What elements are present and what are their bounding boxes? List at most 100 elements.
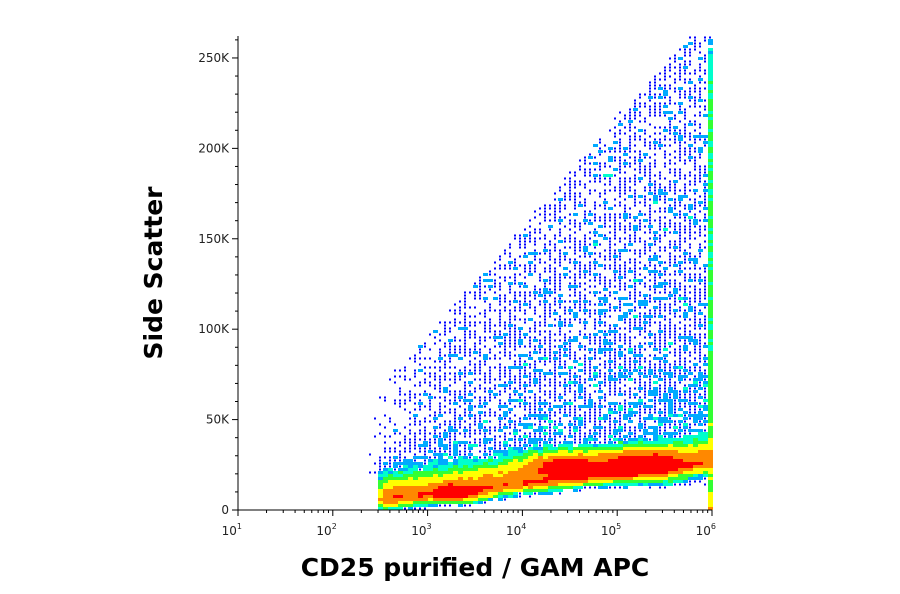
density-dot: [459, 399, 461, 402]
density-dot: [704, 321, 706, 324]
density-cell: [428, 483, 433, 486]
density-cell: [443, 444, 448, 447]
density-cell: [513, 468, 518, 471]
density-cell: [653, 357, 658, 360]
density-cell: [498, 477, 503, 480]
density-cell: [578, 405, 583, 408]
density-dot: [694, 180, 696, 183]
density-dot: [554, 291, 556, 294]
density-dot: [449, 372, 451, 375]
density-dot: [639, 267, 641, 270]
density-dot: [429, 393, 431, 396]
density-dot: [679, 150, 681, 153]
density-dot: [454, 351, 456, 354]
density-dot: [589, 300, 591, 303]
density-cell: [468, 501, 473, 504]
density-dot: [679, 423, 681, 426]
density-cell: [633, 483, 638, 486]
density-cell: [463, 474, 468, 477]
density-dot: [429, 414, 431, 417]
density-dot: [664, 195, 666, 198]
density-dot: [614, 417, 616, 420]
density-dot: [599, 342, 601, 345]
density-cell: [483, 492, 488, 495]
density-cell: [703, 465, 708, 468]
density-cell: [493, 468, 498, 471]
density-dot: [654, 321, 656, 324]
density-cell: [643, 465, 648, 468]
density-dot: [624, 231, 626, 234]
density-cell: [528, 390, 533, 393]
density-cell: [623, 480, 628, 483]
density-cell: [638, 459, 643, 462]
density-dot: [619, 363, 621, 366]
density-dot: [644, 129, 646, 132]
density-dot: [649, 198, 651, 201]
density-cell: [478, 477, 483, 480]
density-dot: [539, 372, 541, 375]
density-dot: [634, 204, 636, 207]
density-dot: [544, 207, 546, 210]
density-cell: [458, 480, 463, 483]
density-cell: [708, 126, 713, 129]
density-dot: [654, 288, 656, 291]
density-dot: [444, 405, 446, 408]
density-cell: [518, 471, 523, 474]
density-dot: [399, 432, 401, 435]
density-dot: [664, 375, 666, 378]
density-cell: [708, 156, 713, 159]
density-dot: [629, 249, 631, 252]
density-dot: [529, 435, 531, 438]
density-dot: [604, 279, 606, 282]
density-dot: [659, 303, 661, 306]
density-cell: [708, 309, 713, 312]
density-dot: [509, 339, 511, 342]
density-cell: [683, 387, 688, 390]
density-dot: [399, 465, 401, 468]
density-dot: [414, 453, 416, 456]
density-dot: [654, 174, 656, 177]
density-dot: [514, 294, 516, 297]
density-dot: [409, 390, 411, 393]
density-dot: [624, 243, 626, 246]
density-dot: [549, 369, 551, 372]
density-dot: [669, 159, 671, 162]
density-dot: [449, 360, 451, 363]
density-cell: [678, 87, 683, 90]
density-dot: [669, 57, 671, 60]
density-dot: [529, 291, 531, 294]
density-dot: [474, 414, 476, 417]
density-cell: [658, 315, 663, 318]
density-dot: [604, 192, 606, 195]
density-dot: [419, 384, 421, 387]
density-dot: [489, 270, 491, 273]
density-dot: [679, 405, 681, 408]
density-cell: [568, 465, 573, 468]
density-cell: [608, 468, 613, 471]
density-cell: [478, 495, 483, 498]
density-cell: [543, 462, 548, 465]
density-dot: [704, 327, 706, 330]
density-dot: [674, 207, 676, 210]
density-dot: [654, 144, 656, 147]
density-dot: [694, 375, 696, 378]
density-dot: [514, 435, 516, 438]
density-dot: [424, 507, 426, 510]
density-dot: [544, 438, 546, 441]
density-dot: [634, 414, 636, 417]
density-dot: [704, 108, 706, 111]
density-cell: [678, 378, 683, 381]
density-dot: [589, 366, 591, 369]
density-dot: [684, 90, 686, 93]
density-dot: [599, 195, 601, 198]
density-dot: [614, 297, 616, 300]
density-dot: [554, 213, 556, 216]
density-cell: [648, 459, 653, 462]
density-cell: [708, 84, 713, 87]
density-dot: [689, 423, 691, 426]
density-cell: [488, 459, 493, 462]
density-cell: [708, 342, 713, 345]
density-dot: [684, 483, 686, 486]
density-dot: [589, 171, 591, 174]
